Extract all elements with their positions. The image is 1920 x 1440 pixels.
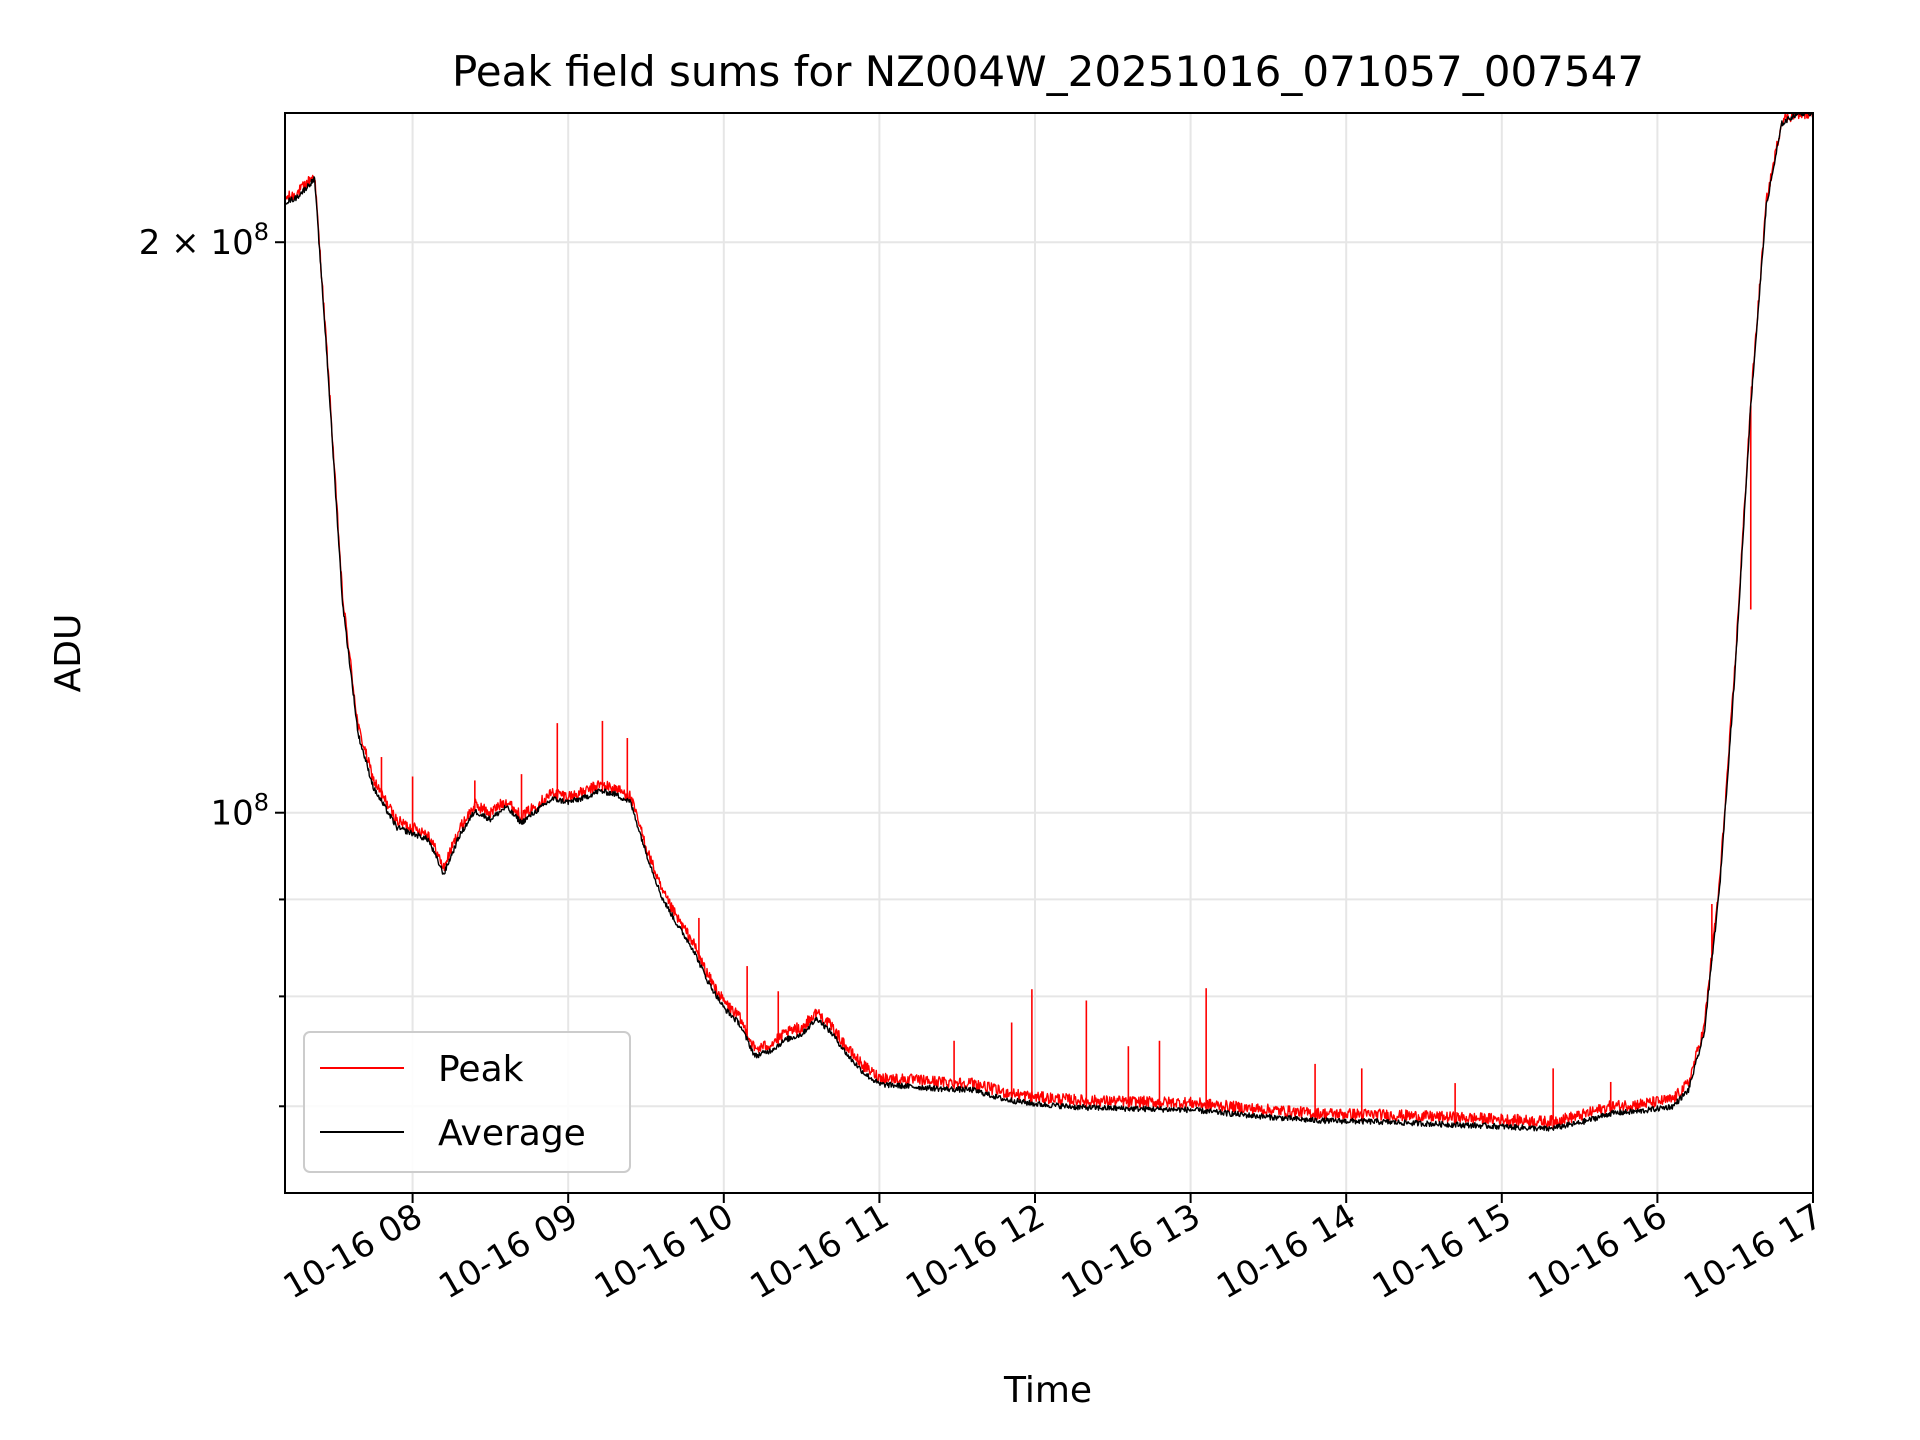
y-tick-label: 108 (210, 789, 269, 834)
series-line-average (285, 113, 1813, 1132)
legend-label-peak: Peak (438, 1049, 524, 1090)
plot-frame (284, 112, 1814, 1194)
x-axis-label: Time (1003, 1370, 1092, 1411)
legend-label-average: Average (438, 1113, 586, 1154)
y-axis-ticks: 108 2 × 108 (139, 218, 285, 1108)
y-axis-label: ADU (48, 614, 89, 693)
series-layer (285, 113, 1813, 1132)
y-tick-label: 2 × 108 (139, 218, 269, 263)
legend: Peak Average (303, 1031, 631, 1173)
series-line-peak (285, 113, 1813, 1128)
chart-title: Peak field sums for NZ004W_20251016_0710… (452, 47, 1644, 96)
